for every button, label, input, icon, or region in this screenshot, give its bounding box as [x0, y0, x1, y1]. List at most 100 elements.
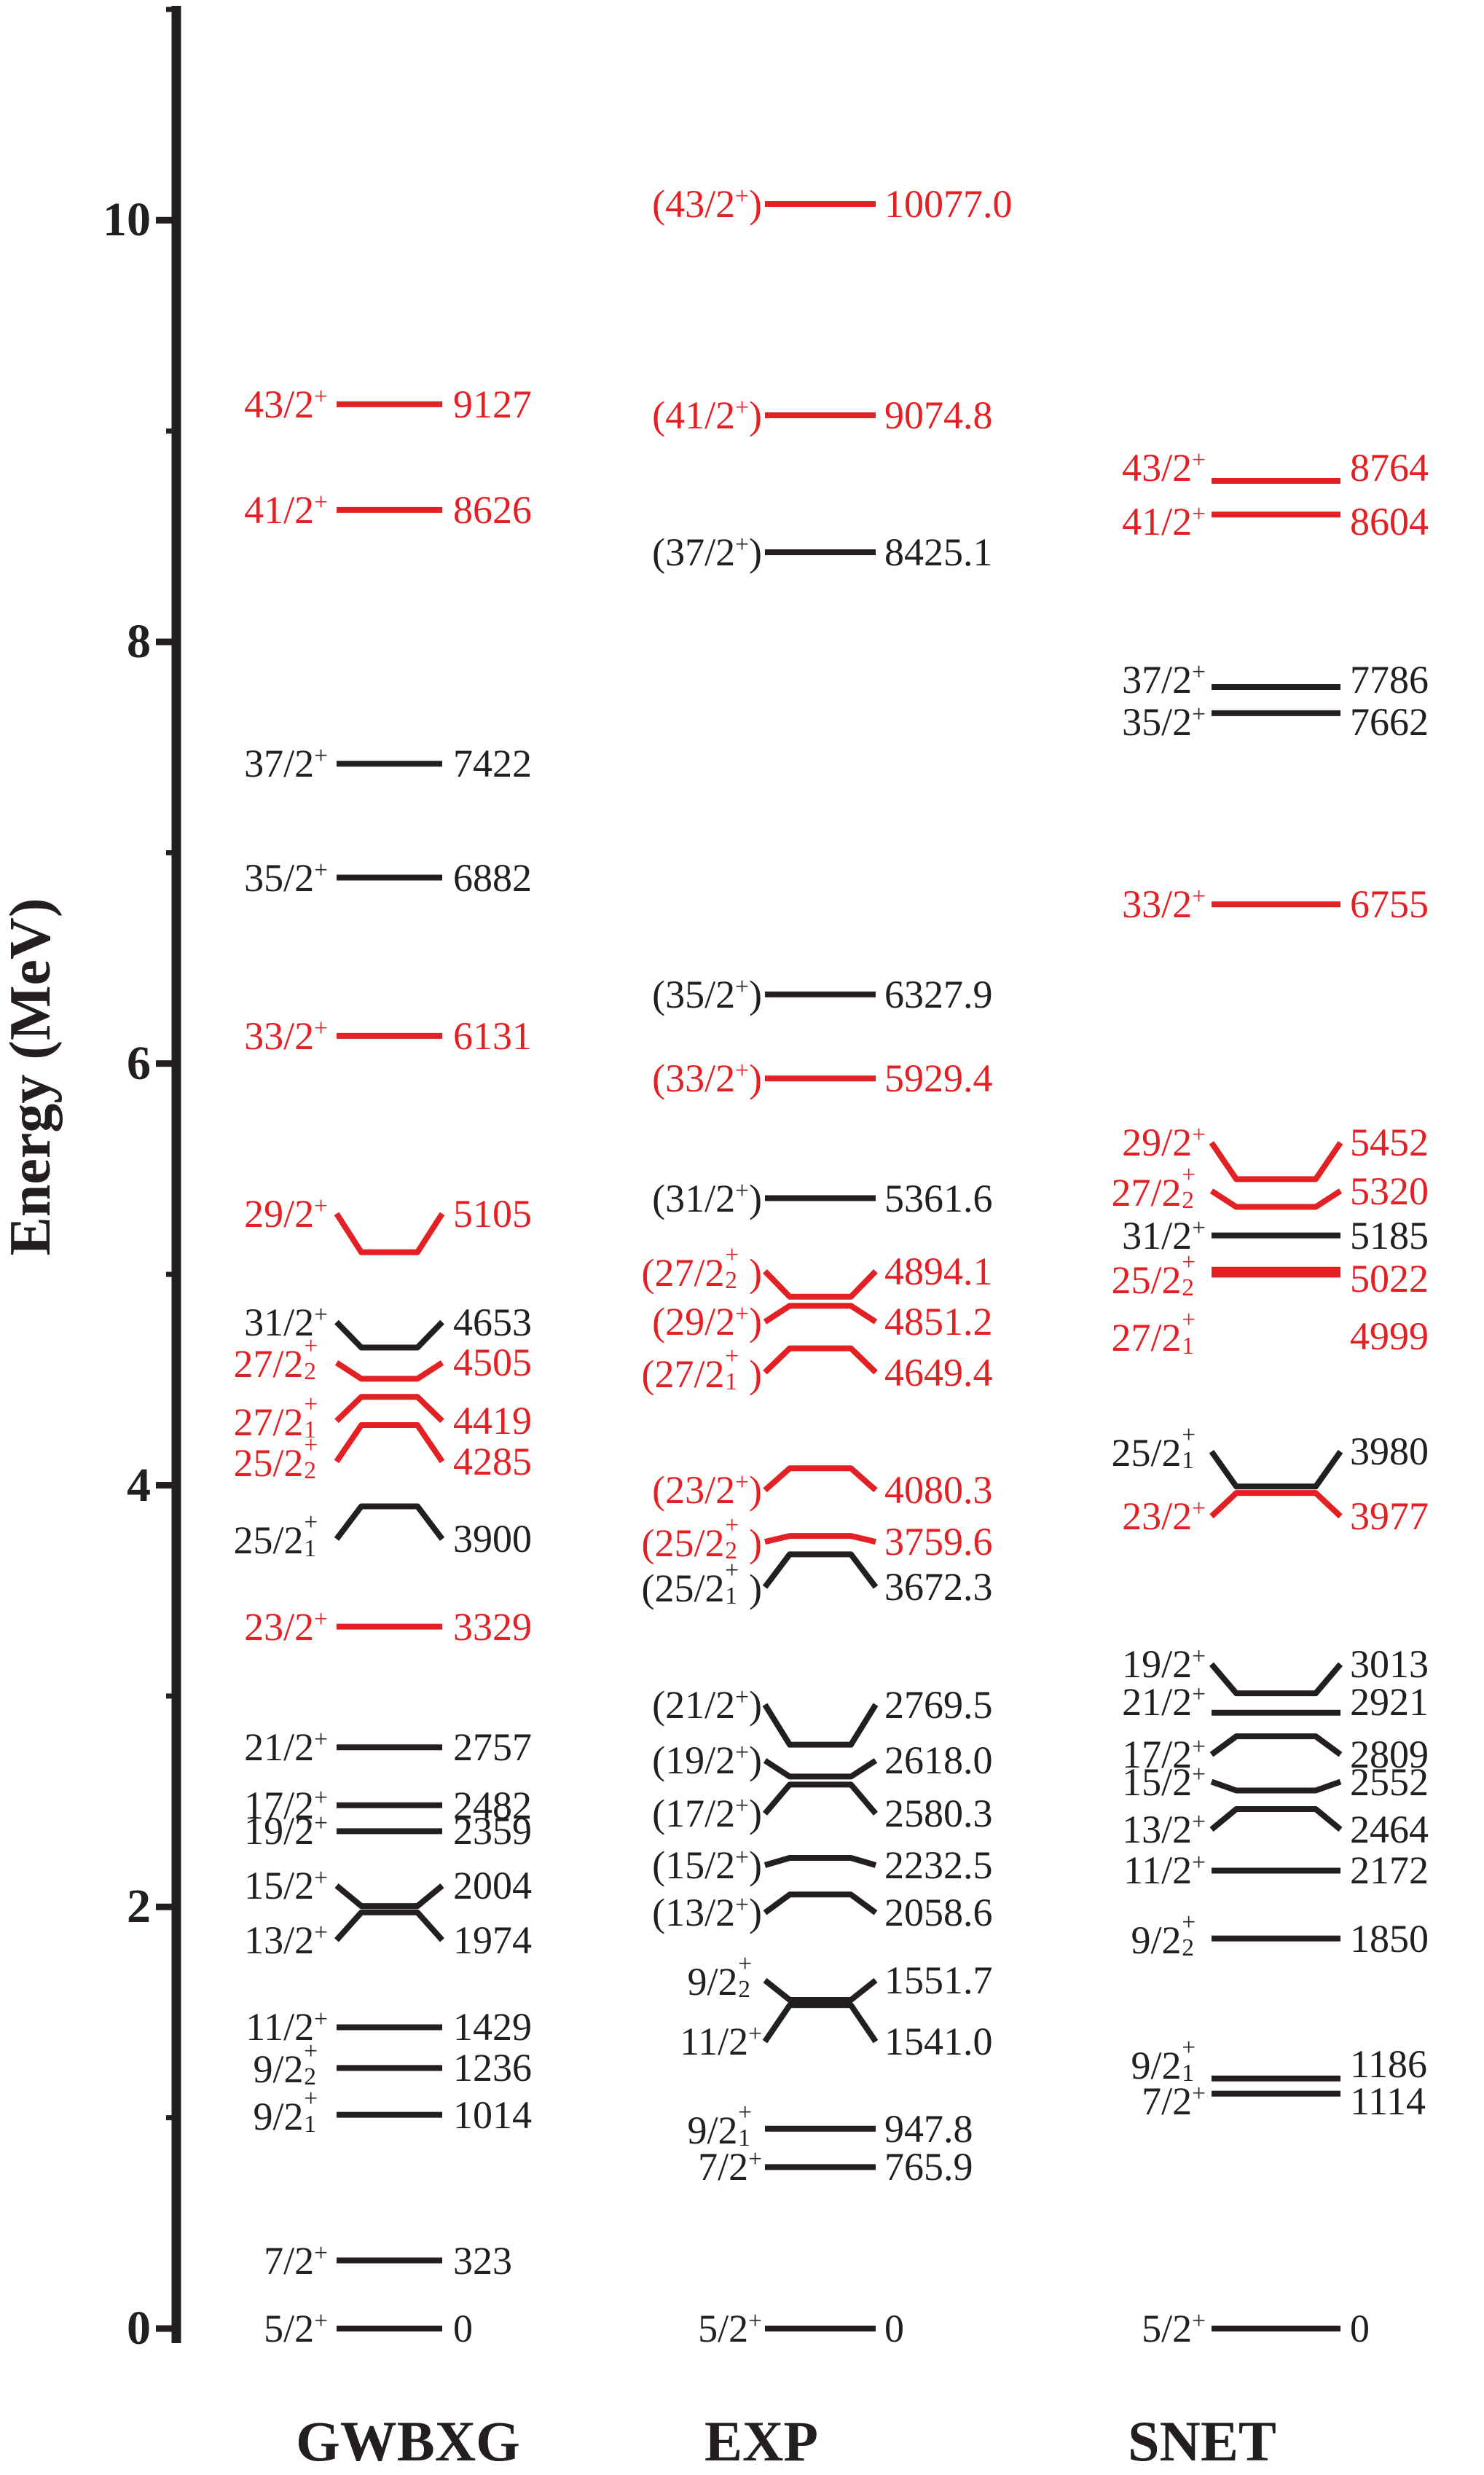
level-line — [763, 1891, 878, 1915]
energy-label: 2359 — [453, 1809, 532, 1854]
level-line — [763, 1303, 878, 1325]
level-line — [334, 1909, 444, 1942]
level-line — [1209, 1490, 1343, 1519]
level-line — [762, 1781, 879, 1816]
spin-parity-label: (15/2+) — [652, 1843, 762, 1888]
spin-parity-label: 33/2+ — [1122, 882, 1206, 927]
spin-parity-label: 9/2 +2 — [687, 1950, 753, 2004]
energy-label: 2580.3 — [884, 1792, 993, 1836]
spin-parity-label: 7/2+ — [1142, 2079, 1206, 2123]
spin-parity-label: 27/2 +1 — [1111, 1306, 1196, 1360]
spin-parity-label: (37/2+) — [652, 530, 762, 575]
spin-parity-label: 13/2+ — [244, 1918, 328, 1962]
energy-label: 4505 — [453, 1341, 532, 1385]
level-line — [1209, 1662, 1343, 1697]
y-axis-tick-label: 8 — [127, 615, 151, 669]
energy-label: 5185 — [1350, 1213, 1429, 1258]
energy-label: 1014 — [453, 2092, 532, 2137]
energy-label: 4419 — [453, 1399, 532, 1443]
spin-parity-label: 5/2+ — [264, 2307, 328, 2351]
spin-parity-label: (35/2+) — [652, 973, 762, 1017]
energy-label: 4999 — [1350, 1314, 1429, 1359]
energy-label: 2809 — [1350, 1733, 1429, 1777]
spin-parity-label: 31/2+ — [244, 1300, 328, 1344]
spin-parity-label: (25/2 +1) — [641, 1557, 762, 1611]
column-title: SNET — [1128, 2409, 1276, 2473]
energy-label: 6131 — [453, 1013, 532, 1058]
spin-parity-label: 25/2 +1 — [1111, 1421, 1196, 1475]
spin-parity-label: 41/2+ — [1122, 500, 1206, 544]
spin-parity-label: 27/2 +2 — [1111, 1161, 1196, 1215]
energy-label: 3900 — [453, 1517, 532, 1561]
energy-label: 4851.2 — [884, 1300, 993, 1344]
spin-parity-label: 15/2+ — [1122, 1760, 1206, 1804]
spin-parity-label: 29/2+ — [244, 1191, 328, 1236]
level-line — [763, 1758, 878, 1780]
spin-parity-label: 21/2+ — [244, 1725, 328, 1770]
energy-label: 5452 — [1350, 1121, 1429, 1165]
energy-label: 3980 — [1350, 1429, 1429, 1474]
energy-label: 5320 — [1350, 1169, 1429, 1213]
spin-parity-label: 13/2+ — [1122, 1808, 1206, 1852]
energy-label: 7422 — [453, 742, 532, 786]
energy-label: 1236 — [453, 2046, 532, 2090]
energy-label: 2464 — [1350, 1807, 1429, 1851]
spin-parity-label: (13/2+) — [652, 1891, 762, 1935]
y-axis-tick-label: 0 — [127, 2302, 151, 2355]
spin-parity-label: 5/2+ — [1142, 2307, 1206, 2351]
level-line — [1209, 1805, 1343, 1832]
energy-label: 3759.6 — [884, 1520, 993, 1564]
spin-parity-label: 19/2+ — [244, 1809, 328, 1854]
energy-label: 6882 — [453, 855, 532, 900]
y-axis-tick-label: 2 — [127, 1880, 151, 1934]
spin-parity-label: 37/2+ — [1122, 658, 1206, 702]
energy-label: 3329 — [453, 1604, 532, 1649]
spin-parity-label: (21/2+) — [652, 1682, 762, 1727]
level-line — [762, 1551, 879, 1589]
energy-label: 0 — [884, 2307, 904, 2350]
spin-parity-label: (25/2 +2) — [641, 1512, 762, 1565]
y-axis-tick-label: 10 — [103, 193, 151, 247]
energy-label: 1429 — [453, 2005, 532, 2050]
level-line — [764, 1533, 876, 1545]
spin-parity-label: 9/2 +1 — [253, 2084, 318, 2138]
energy-label: 9127 — [453, 382, 532, 426]
level-line — [334, 1394, 444, 1424]
spin-parity-label: 33/2+ — [244, 1014, 328, 1059]
level-line — [763, 1269, 878, 1300]
energy-label: 765.9 — [884, 2145, 973, 2189]
spin-parity-label: 25/2 +1 — [233, 1509, 318, 1563]
energy-label: 8764 — [1350, 445, 1429, 490]
spin-parity-label: 9/2 +2 — [1131, 1908, 1196, 1962]
spin-parity-label: (33/2+) — [652, 1056, 762, 1101]
energy-label: 2921 — [1350, 1679, 1429, 1724]
energy-label: 0 — [453, 2307, 473, 2350]
spin-parity-label: 43/2+ — [244, 383, 328, 427]
energy-label: 2769.5 — [884, 1682, 993, 1727]
energy-label: 1551.7 — [884, 1958, 993, 2002]
energy-label: 5022 — [1350, 1256, 1429, 1301]
level-line — [334, 1212, 445, 1255]
spin-parity-label: 27/2 +2 — [233, 1333, 318, 1386]
level-line — [1209, 1733, 1343, 1757]
spin-parity-label: 41/2+ — [244, 488, 328, 533]
energy-label: 3013 — [1350, 1642, 1429, 1687]
spin-parity-label: (27/2 +1) — [641, 1342, 762, 1396]
energy-label: 3672.3 — [884, 1565, 993, 1609]
spin-parity-label: 25/2 +2 — [1111, 1248, 1196, 1302]
spin-parity-label: 17/2+ — [244, 1783, 328, 1827]
energy-label: 7662 — [1350, 699, 1429, 744]
spin-parity-label: 7/2+ — [264, 2238, 328, 2283]
spin-parity-label: 23/2+ — [244, 1604, 328, 1649]
energy-label: 2232.5 — [884, 1843, 993, 1887]
energy-label: 1541.0 — [884, 2020, 993, 2064]
spin-parity-label: (43/2+) — [652, 182, 762, 227]
level-line — [334, 1319, 444, 1351]
level-line — [334, 1883, 444, 1910]
energy-label: 6327.9 — [884, 972, 993, 1016]
energy-label: 6755 — [1350, 882, 1429, 927]
energy-label: 5929.4 — [884, 1056, 993, 1101]
column-title: GWBXG — [296, 2409, 520, 2473]
energy-label: 947.8 — [884, 2106, 973, 2151]
spin-parity-label: 43/2+ — [1122, 446, 1206, 490]
